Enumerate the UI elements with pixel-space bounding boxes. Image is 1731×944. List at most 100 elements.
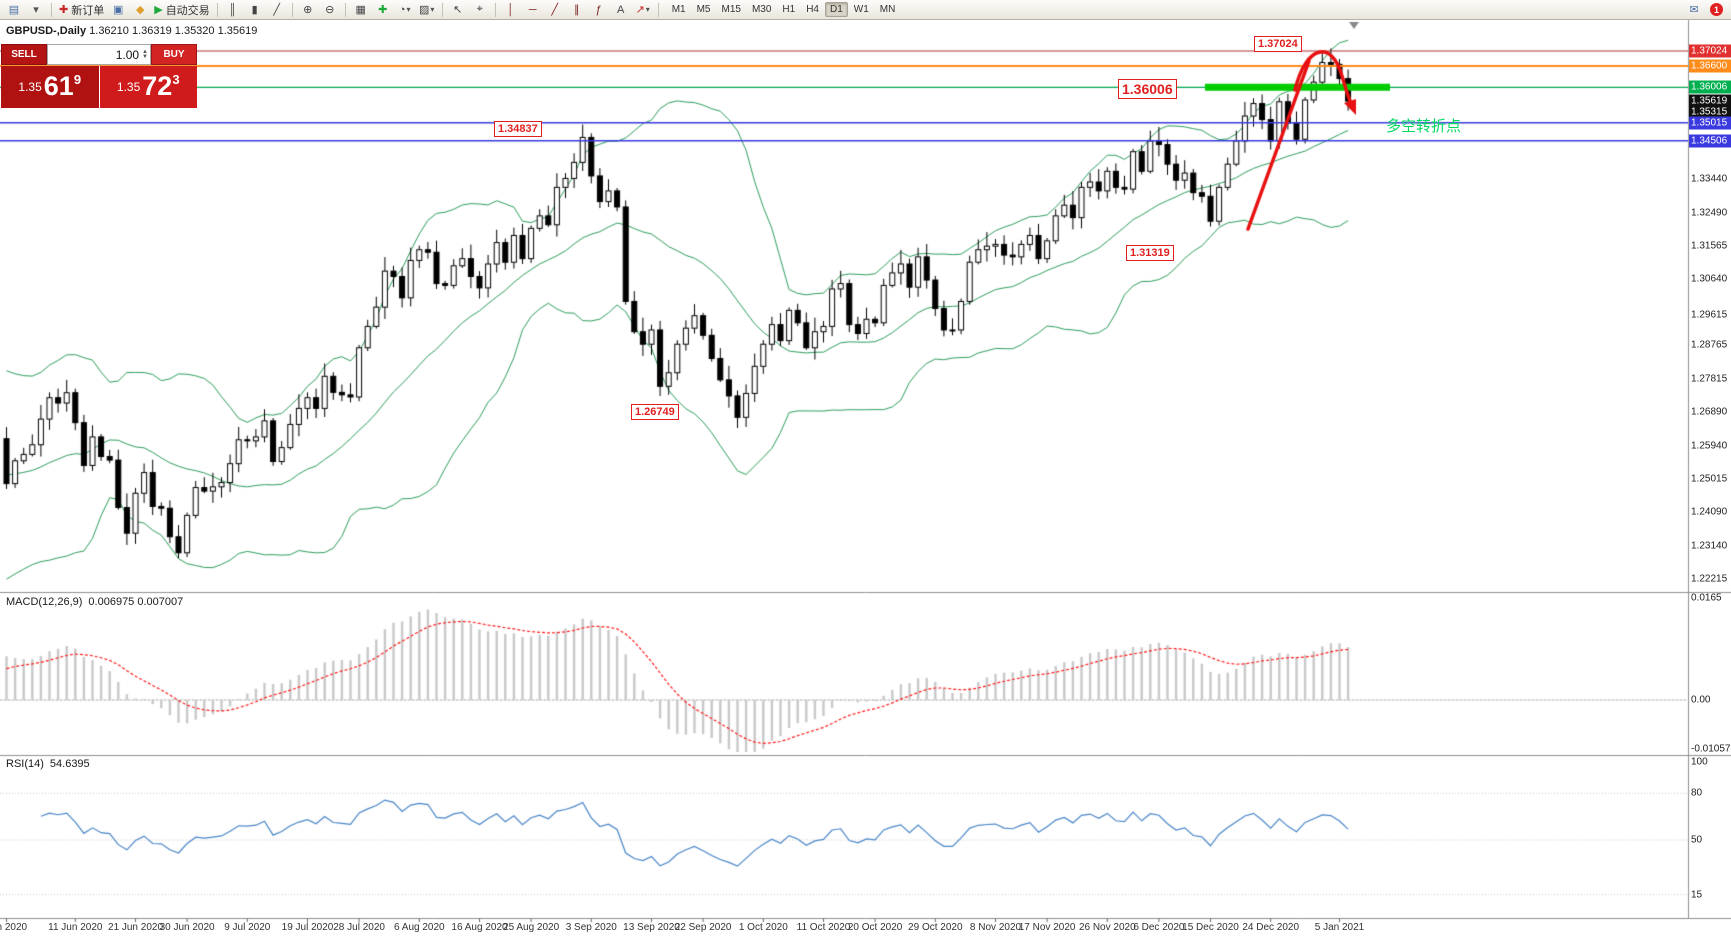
bar-chart-icon[interactable]: ║ bbox=[223, 2, 243, 18]
timeframe-m15[interactable]: M15 bbox=[721, 4, 741, 15]
vertical-line-icon[interactable]: │ bbox=[501, 2, 521, 18]
horizontal-line-icon[interactable]: ─ bbox=[523, 2, 543, 18]
main-toolbar: ▤ ▾ ✚ 新订单 ▣ ◆ ▶ 自动交易 ║ ▮ ╱ ⊕ ⊖ ▦ ✚ ◔ ▾ ▨ ▾ ↖ ⌖ │ ─ ╱ ∥ ƒ A ↗ ▾ M1 M5 M1… bbox=[0, 0, 1731, 20]
trendline-icon[interactable]: ╱ bbox=[545, 2, 565, 18]
mql-editor-icon[interactable]: ◆ bbox=[130, 2, 150, 18]
lot-stepper[interactable]: ▲ ▼ bbox=[142, 48, 148, 60]
price-axis-tag: 1.35315 bbox=[1689, 105, 1731, 119]
zoom-in-icon: ⊕ bbox=[303, 4, 313, 16]
new-chart-icon[interactable]: ▤ bbox=[4, 2, 24, 18]
rsi-label: RSI(14) bbox=[6, 758, 44, 770]
macd-values: 0.006975 0.007007 bbox=[88, 596, 184, 608]
rsi-axis-label: 80 bbox=[1691, 787, 1703, 799]
price-axis-label: 1.23140 bbox=[1691, 540, 1728, 552]
rsi-value: 54.6395 bbox=[49, 758, 90, 770]
cursor-icon[interactable]: ↖ bbox=[448, 2, 468, 18]
price-annotation-box[interactable]: 1.36006 bbox=[1118, 79, 1177, 99]
price-axis-tag: 1.36006 bbox=[1689, 80, 1731, 94]
macd-header: MACD(12,26,9) 0.006975 0.007007 bbox=[6, 596, 183, 608]
templates-dropdown: ▨ bbox=[418, 4, 430, 16]
timeframe-toolbar: M1 M5 M15 M30 H1 H4 D1 W1 MN bbox=[667, 2, 901, 17]
price-axis-tag: 1.34506 bbox=[1689, 134, 1731, 148]
timeframe-d1[interactable]: D1 bbox=[825, 2, 848, 17]
stepper-up-icon[interactable]: ▲ bbox=[142, 48, 148, 55]
date-axis-label: 20 Oct 2020 bbox=[847, 922, 903, 933]
toolbar-separator bbox=[291, 2, 293, 17]
macd-label: MACD(12,26,9) bbox=[6, 596, 83, 608]
indicators-icon[interactable]: ✚ bbox=[373, 2, 393, 18]
price-annotation-box[interactable]: 1.34837 bbox=[494, 121, 542, 137]
zoom-out-icon[interactable]: ⊖ bbox=[320, 2, 340, 18]
date-axis-label: 29 Oct 2020 bbox=[908, 922, 963, 933]
toolbar-separator bbox=[344, 2, 346, 17]
tile-windows-icon[interactable]: ▦ bbox=[351, 2, 371, 18]
date-axis-label: 17 Nov 2020 bbox=[1018, 922, 1076, 933]
price-axis-label: 1.24090 bbox=[1691, 506, 1728, 518]
macd-axis-label: 0.00 bbox=[1691, 694, 1711, 706]
notification-badge[interactable]: 1 bbox=[1710, 3, 1723, 16]
date-axis-label: Jun 2020 bbox=[0, 922, 28, 933]
fibonacci-icon[interactable]: ƒ bbox=[589, 2, 609, 18]
price-axis-label: 1.29615 bbox=[1691, 309, 1728, 321]
date-axis-label: 30 Jun 2020 bbox=[159, 922, 215, 933]
turning-point-annotation[interactable]: 多空转折点 bbox=[1386, 118, 1462, 135]
candlestick-chart-icon[interactable]: ▮ bbox=[245, 2, 265, 18]
price-annotation-box[interactable]: 1.37024 bbox=[1254, 36, 1302, 52]
price-axis-label: 1.31565 bbox=[1691, 240, 1728, 252]
profiles-icon[interactable]: ▾ bbox=[26, 2, 46, 18]
messages-icon[interactable]: ✉ bbox=[1689, 4, 1699, 16]
new-order-button: ✚ bbox=[59, 4, 69, 16]
price-annotation-box[interactable]: 1.31319 bbox=[1126, 245, 1174, 261]
rsi-axis-label: 15 bbox=[1691, 889, 1703, 901]
date-axis-label: 16 Aug 2020 bbox=[451, 922, 508, 933]
timeframe-h1[interactable]: H1 bbox=[782, 4, 796, 15]
toolbar-separator bbox=[657, 2, 659, 17]
date-axis-label: 21 Jun 2020 bbox=[107, 922, 164, 933]
timeframe-w1[interactable]: W1 bbox=[853, 4, 869, 15]
date-axis-label: 1 Oct 2020 bbox=[738, 922, 788, 933]
date-axis-label: 8 Nov 2020 bbox=[969, 922, 1022, 933]
timeframe-mn[interactable]: MN bbox=[879, 4, 896, 15]
date-axis-label: 3 Sep 2020 bbox=[565, 922, 617, 933]
horizontal-line-icon: ─ bbox=[528, 3, 537, 16]
date-axis-label: 25 Aug 2020 bbox=[503, 922, 560, 933]
macd-axis-label: -0.01057 bbox=[1691, 743, 1731, 755]
zoom-in-icon[interactable]: ⊕ bbox=[298, 2, 318, 18]
crosshair-icon[interactable]: ⌖ bbox=[470, 2, 490, 18]
terminal-icon[interactable]: ▣ bbox=[108, 2, 128, 18]
toolbar-separator bbox=[216, 2, 218, 17]
price-axis-tag: 1.35619 bbox=[1689, 94, 1731, 108]
chart-symbol-title: GBPUSD-,Daily 1.36210 1.36319 1.35320 1.… bbox=[6, 25, 257, 37]
lot-size-input[interactable]: 1.00 ▲ ▼ bbox=[47, 44, 151, 65]
new-order-button[interactable]: ✚ 新订单 bbox=[57, 2, 106, 18]
arrows-dropdown[interactable]: ↗ ▾ bbox=[633, 2, 653, 18]
templates-dropdown[interactable]: ▨ ▾ bbox=[417, 2, 437, 18]
timeframe-m1[interactable]: M1 bbox=[671, 4, 686, 15]
text-icon[interactable]: A bbox=[611, 2, 631, 18]
arrows-dropdown: ↗ bbox=[635, 4, 645, 16]
toolbar-separator bbox=[51, 2, 52, 17]
timeframe-h4[interactable]: H4 bbox=[806, 4, 819, 15]
stepper-down-icon[interactable]: ▼ bbox=[142, 53, 148, 60]
date-axis-label: 9 Jul 2020 bbox=[224, 922, 271, 933]
price-annotation-box[interactable]: 1.26749 bbox=[631, 404, 679, 420]
line-chart-icon[interactable]: ╱ bbox=[267, 2, 287, 18]
timeframe-m5[interactable]: M5 bbox=[696, 4, 711, 15]
date-axis-label: 19 Jul 2020 bbox=[281, 922, 334, 933]
date-axis-label: 26 Nov 2020 bbox=[1078, 922, 1136, 933]
date-axis-label: 11 Oct 2020 bbox=[796, 922, 851, 933]
periods-dropdown: ◔ bbox=[398, 3, 406, 16]
sell-price-display[interactable]: 1.35 61 9 bbox=[1, 66, 99, 108]
sell-button[interactable]: SELL bbox=[1, 44, 47, 65]
date-axis-label: 24 Dec 2020 bbox=[1242, 922, 1300, 933]
buy-button[interactable]: BUY bbox=[151, 44, 197, 65]
timeframe-m30[interactable]: M30 bbox=[751, 4, 772, 15]
periods-dropdown[interactable]: ◔ ▾ bbox=[395, 2, 415, 18]
caret-down-icon: ▾ bbox=[406, 5, 411, 14]
autotrading-button[interactable]: ▶ 自动交易 bbox=[152, 2, 211, 18]
buy-price-display[interactable]: 1.35 72 3 bbox=[99, 66, 197, 108]
date-axis-label: 22 Sep 2020 bbox=[674, 922, 732, 933]
channel-icon[interactable]: ∥ bbox=[567, 2, 587, 18]
